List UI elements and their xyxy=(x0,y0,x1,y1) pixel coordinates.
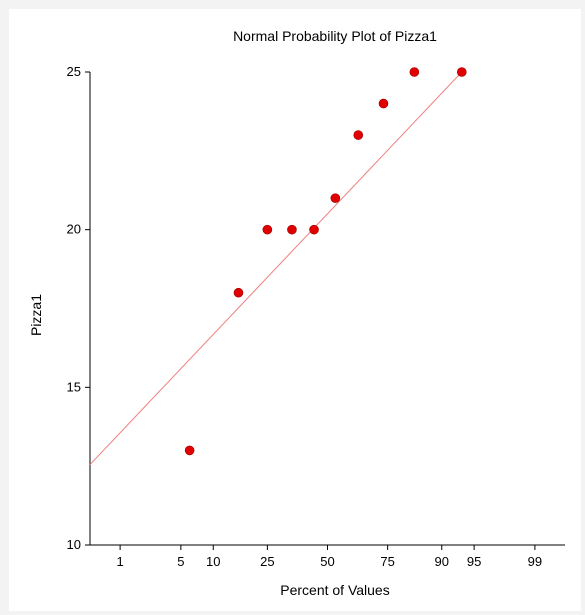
data-point xyxy=(353,130,364,140)
data-point xyxy=(184,445,195,456)
data-point xyxy=(262,224,273,235)
y-tick-label: 15 xyxy=(67,379,81,394)
reference-line xyxy=(89,71,463,465)
x-tick-label: 75 xyxy=(380,554,394,569)
chart-title: Normal Probability Plot of Pizza1 xyxy=(233,28,437,44)
data-point xyxy=(309,224,319,235)
data-point xyxy=(378,98,389,109)
y-tick-label: 10 xyxy=(67,537,81,552)
x-tick-label: 5 xyxy=(177,554,184,569)
y-axis-title: Pizza1 xyxy=(28,294,44,336)
chart: Normal Probability Plot of Pizza1 101520… xyxy=(28,28,565,598)
x-tick-label: 99 xyxy=(528,554,542,569)
data-point xyxy=(233,287,244,298)
data-point xyxy=(456,67,467,77)
x-tick-label: 90 xyxy=(435,554,449,569)
y-tick-label: 20 xyxy=(67,222,81,237)
x-tick-label: 10 xyxy=(206,554,220,569)
x-tick-label: 50 xyxy=(320,554,334,569)
y-tick-label: 25 xyxy=(67,64,81,79)
data-point xyxy=(287,224,297,235)
chart-frame: Normal Probability Plot of Pizza1 10 15 20… xyxy=(9,9,581,611)
x-axis-title: Percent of Values xyxy=(280,582,389,598)
data-point xyxy=(409,67,420,77)
x-tick-label: 1 xyxy=(116,554,123,569)
x-tick-label: 95 xyxy=(467,554,481,569)
data-point xyxy=(330,193,341,203)
x-tick-label: 25 xyxy=(260,554,274,569)
